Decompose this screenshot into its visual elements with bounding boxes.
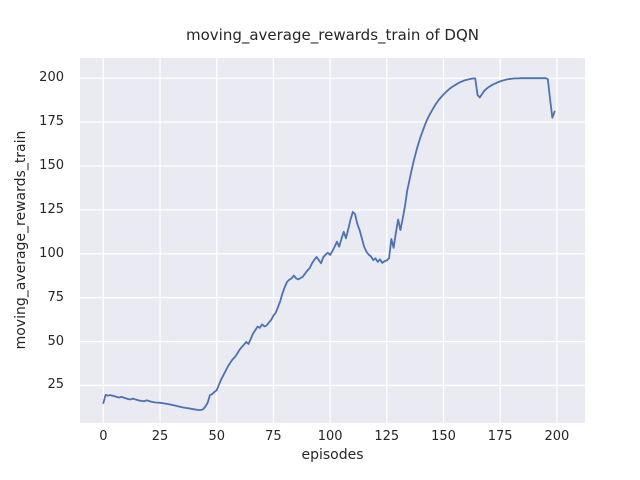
y-tick-label: 125 — [39, 201, 64, 217]
chart-title: moving_average_rewards_train of DQN — [185, 26, 480, 44]
y-tick-label: 75 — [47, 289, 64, 305]
plot-area — [80, 58, 585, 423]
y-tick-label: 100 — [39, 245, 64, 261]
y-tick-label: 150 — [39, 157, 64, 173]
x-tick-label: 150 — [431, 429, 456, 444]
x-tick-label: 25 — [151, 429, 169, 444]
reward-line — [102, 77, 556, 411]
y-tick-label: 25 — [47, 377, 64, 393]
line-chart-svg — [80, 58, 585, 423]
y-tick-label: 50 — [47, 333, 64, 349]
x-tick-label: 200 — [544, 429, 570, 444]
x-tick-label: 50 — [208, 429, 225, 444]
x-tick-label: 100 — [317, 429, 343, 444]
x-tick-label: 125 — [374, 429, 400, 444]
x-axis-label: episodes — [301, 447, 364, 463]
x-tick-label: 175 — [487, 429, 513, 444]
y-tick-label: 175 — [39, 114, 64, 130]
x-tick-label: 75 — [265, 429, 282, 444]
y-axis-label: moving_average_rewards_train — [13, 130, 29, 350]
y-tick-label: 200 — [39, 70, 64, 86]
x-tick-label: 0 — [99, 429, 108, 444]
